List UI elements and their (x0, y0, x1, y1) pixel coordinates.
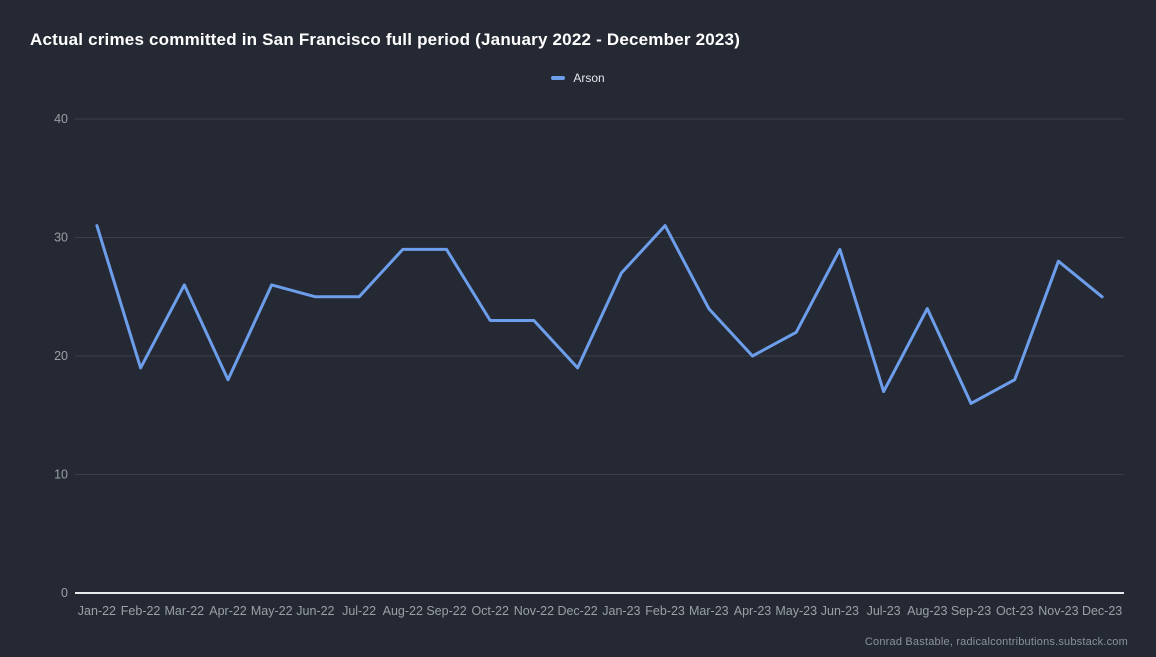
chart-legend: Arson (0, 72, 1156, 84)
x-axis-tick-label: Apr-23 (734, 604, 772, 618)
legend-marker-arson (551, 76, 566, 80)
x-axis-tick-label: Nov-22 (514, 604, 554, 618)
x-axis-tick-label: Oct-22 (471, 604, 509, 618)
x-axis-tick-label: Jun-23 (821, 604, 859, 618)
x-axis-tick-label: May-23 (775, 604, 817, 618)
x-axis-tick-label: Feb-22 (121, 604, 161, 618)
x-axis-tick-label: Mar-22 (165, 604, 205, 618)
y-axis-tick-label: 40 (54, 112, 68, 126)
x-axis-tick-label: Jan-22 (78, 604, 116, 618)
x-axis-tick-label: Apr-22 (209, 604, 247, 618)
y-axis-tick-label: 0 (61, 586, 68, 600)
series-line-arson (95, 224, 1104, 405)
x-axis-tick-label: Nov-23 (1038, 604, 1078, 618)
x-axis-tick-label: Mar-23 (689, 604, 729, 618)
x-axis-tick-label: Sep-23 (951, 604, 991, 618)
x-axis-tick-label: Feb-23 (645, 604, 685, 618)
x-axis-tick-label: Oct-23 (996, 604, 1034, 618)
x-axis-tick-label: Dec-22 (557, 604, 597, 618)
y-axis-tick-label: 10 (54, 468, 68, 482)
x-axis-tick-label: Aug-23 (907, 604, 947, 618)
x-axis-tick-label: Dec-23 (1082, 604, 1122, 618)
attribution-text: Conrad Bastable, radicalcontributions.su… (864, 636, 1128, 648)
x-axis-tick-label: Jul-23 (867, 604, 901, 618)
y-axis-tick-label: 20 (54, 349, 68, 363)
x-axis-tick-label: Jan-23 (602, 604, 640, 618)
legend-label-arson: Arson (573, 71, 605, 85)
x-axis-tick-label: May-22 (251, 604, 293, 618)
x-axis-tick-label: Sep-22 (426, 604, 466, 618)
x-axis-tick-label: Jun-22 (296, 604, 334, 618)
chart-title: Actual crimes committed in San Francisco… (30, 30, 741, 49)
y-axis-tick-label: 30 (54, 231, 68, 245)
x-axis-tick-label: Jul-22 (342, 604, 376, 618)
x-axis-tick-label: Aug-22 (383, 604, 423, 618)
